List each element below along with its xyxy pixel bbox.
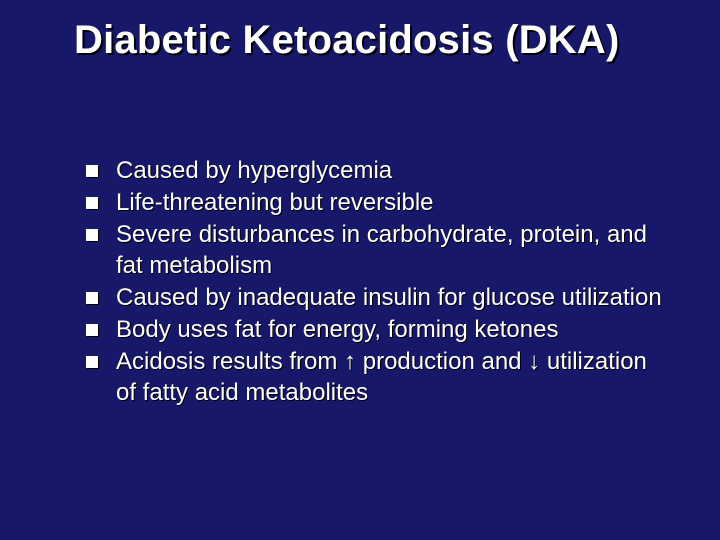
list-item-text: Life-threatening but reversible — [116, 189, 434, 216]
list-item: Body uses fat for energy, forming ketone… — [80, 315, 670, 345]
bullet-list: Caused by hyperglycemia Life-threatening… — [80, 156, 670, 410]
list-item-text: Acidosis results from ↑ production and ↓… — [116, 348, 647, 405]
list-item-text: Severe disturbances in carbohydrate, pro… — [116, 221, 647, 278]
list-item-text: Caused by inadequate insulin for glucose… — [116, 284, 662, 311]
list-item: Caused by hyperglycemia — [80, 156, 670, 186]
list-item-text: Caused by hyperglycemia — [116, 157, 392, 184]
list-item: Life-threatening but reversible — [80, 188, 670, 218]
list-item: Acidosis results from ↑ production and ↓… — [80, 347, 670, 407]
slide-title: Diabetic Ketoacidosis (DKA) — [74, 18, 654, 63]
list-item: Caused by inadequate insulin for glucose… — [80, 283, 670, 313]
list-item-text: Body uses fat for energy, forming ketone… — [116, 316, 558, 343]
slide: Diabetic Ketoacidosis (DKA) Caused by hy… — [0, 0, 720, 540]
list-item: Severe disturbances in carbohydrate, pro… — [80, 220, 670, 280]
